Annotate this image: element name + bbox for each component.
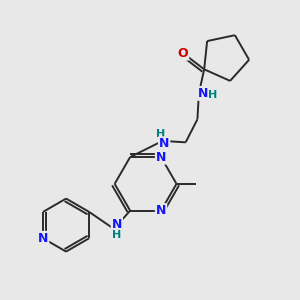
Text: N: N <box>156 204 166 217</box>
Text: N: N <box>198 87 208 100</box>
Text: H: H <box>112 230 122 240</box>
Text: N: N <box>159 137 169 150</box>
Text: O: O <box>178 46 188 60</box>
Text: N: N <box>156 151 166 164</box>
Text: H: H <box>156 129 165 140</box>
Text: H: H <box>208 90 217 100</box>
Text: N: N <box>112 218 122 231</box>
Text: N: N <box>38 232 48 245</box>
